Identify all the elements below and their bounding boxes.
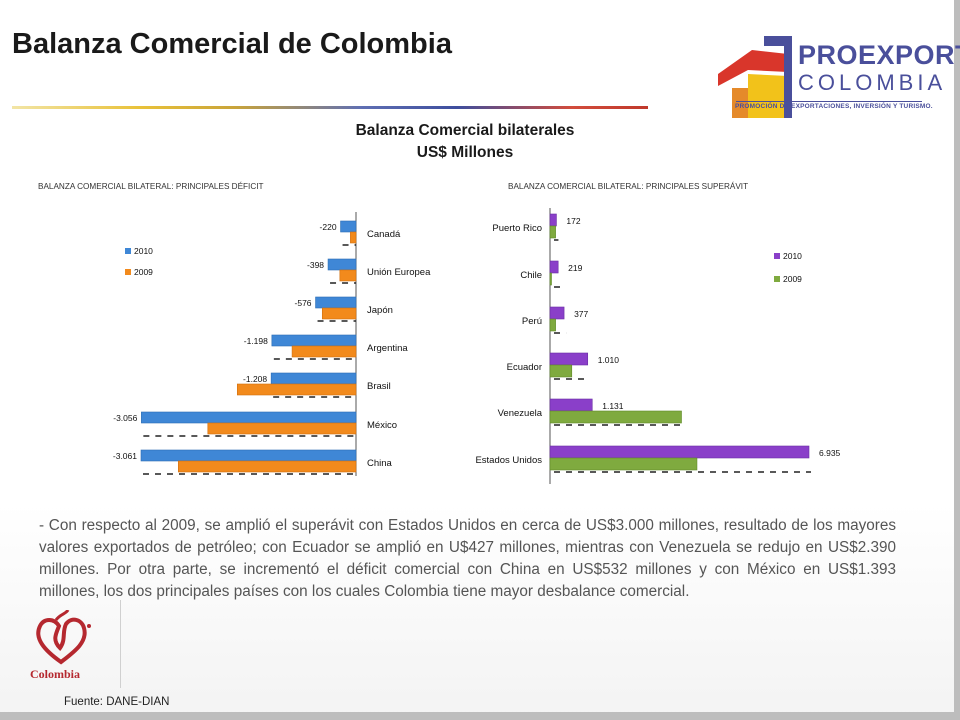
charts-canvas: BALANZA COMERCIAL BILATERAL: PRINCIPALES…: [38, 181, 841, 484]
deficit-data-label: -398: [307, 260, 324, 270]
surplus-bar-2010: [549, 213, 557, 227]
deficit-legend-swatch-2009: [125, 269, 131, 275]
colombia-brand-wordmark: Colombia: [30, 667, 81, 681]
deficit-bar-2009: [236, 383, 357, 396]
surplus-data-label: 1.131: [602, 401, 624, 411]
deficit-bar-2010: [327, 258, 357, 271]
logo-word-proexport: PROEXPORT: [798, 40, 960, 70]
deficit-bar-2009: [339, 269, 357, 282]
deficit-category-label: Japón: [367, 305, 393, 316]
deficit-data-label: -1.208: [243, 374, 267, 384]
surplus-data-label: 172: [566, 216, 580, 226]
surplus-category-label: Chile: [520, 270, 542, 281]
surplus-bar-2009: [549, 225, 556, 239]
deficit-legend-swatch-2010: [125, 248, 131, 254]
deficit-category-label: Argentina: [367, 343, 408, 354]
logo-word-colombia: COLOMBIA: [798, 70, 947, 95]
data-source: Fuente: DANE-DIAN: [64, 696, 170, 708]
deficit-data-label: -1.198: [244, 336, 268, 346]
surplus-legend-swatch-2009: [774, 276, 780, 282]
frame-right-border: [954, 0, 960, 720]
surplus-bar-2009: [549, 318, 556, 332]
deficit-bar-2009: [350, 231, 357, 244]
deficit-data-label: -3.056: [113, 413, 137, 423]
surplus-category-label: Estados Unidos: [475, 455, 542, 466]
surplus-data-label: 6.935: [819, 448, 841, 458]
chart-title-surplus: BALANZA COMERCIAL BILATERAL: PRINCIPALES…: [508, 181, 748, 191]
deficit-bar-2010: [141, 411, 357, 424]
deficit-bar-2010: [271, 334, 357, 347]
surplus-legend-swatch-2010: [774, 253, 780, 259]
deficit-legend-label-2009: 2009: [134, 267, 153, 277]
deficit-data-label: -3.061: [113, 451, 137, 461]
deficit-category-label: México: [367, 420, 397, 431]
surplus-legend-label-2009: 2009: [783, 274, 802, 284]
surplus-bar-2010: [549, 352, 589, 366]
surplus-category-label: Venezuela: [498, 408, 543, 419]
proexport-logo-icon: [718, 36, 922, 118]
surplus-bar-2009: [549, 457, 698, 471]
surplus-bar-2010: [549, 398, 593, 412]
deficit-bar-2009: [207, 422, 357, 435]
surplus-bar-2009: [549, 410, 682, 424]
deficit-data-label: -576: [295, 298, 312, 308]
logo-tagline: PROMOCIÓN DE EXPORTACIONES, INVERSIÓN Y …: [735, 103, 933, 110]
footer-divider: [120, 600, 121, 688]
colombia-brand-heart-icon: [36, 610, 91, 665]
analysis-paragraph: - Con respecto al 2009, se amplió el sup…: [39, 517, 896, 600]
surplus-bar-2010: [549, 260, 559, 274]
deficit-bar-2009: [177, 460, 357, 473]
surplus-category-label: Puerto Rico: [492, 223, 542, 234]
deficit-bar-2010: [340, 220, 357, 233]
surplus-legend-label-2010: 2010: [783, 251, 802, 261]
deficit-data-label: -220: [320, 222, 337, 232]
deficit-bar-2010: [270, 372, 357, 385]
deficit-bar-2009: [321, 307, 357, 320]
frame-bottom-border: [0, 712, 960, 720]
surplus-bar-2009: [549, 364, 573, 378]
surplus-data-label: 377: [574, 309, 588, 319]
deficit-category-label: Brasil: [367, 381, 391, 392]
slide-title: Balanza Comercial de Colombia: [12, 28, 452, 60]
surplus-data-label: 219: [568, 263, 582, 273]
chart-heading: Balanza Comercial bilaterales: [355, 122, 575, 139]
chart-units: US$ Millones: [416, 144, 514, 161]
deficit-bar-2010: [140, 449, 357, 462]
deficit-bar-2009: [291, 345, 357, 358]
surplus-category-label: Ecuador: [507, 362, 542, 373]
surplus-bar-2010: [549, 306, 565, 320]
surplus-bar-2009: [549, 272, 552, 286]
title-underline: [12, 106, 648, 109]
deficit-category-label: Unión Europea: [367, 267, 431, 278]
chart-title-deficit: BALANZA COMERCIAL BILATERAL: PRINCIPALES…: [38, 181, 264, 191]
surplus-category-label: Perú: [522, 316, 542, 327]
surplus-bar-2010: [549, 445, 810, 459]
deficit-category-label: China: [367, 458, 393, 469]
deficit-bar-2010: [315, 296, 357, 309]
surplus-data-label: 1.010: [598, 355, 620, 365]
deficit-legend-label-2010: 2010: [134, 246, 153, 256]
deficit-category-label: Canadá: [367, 229, 401, 240]
